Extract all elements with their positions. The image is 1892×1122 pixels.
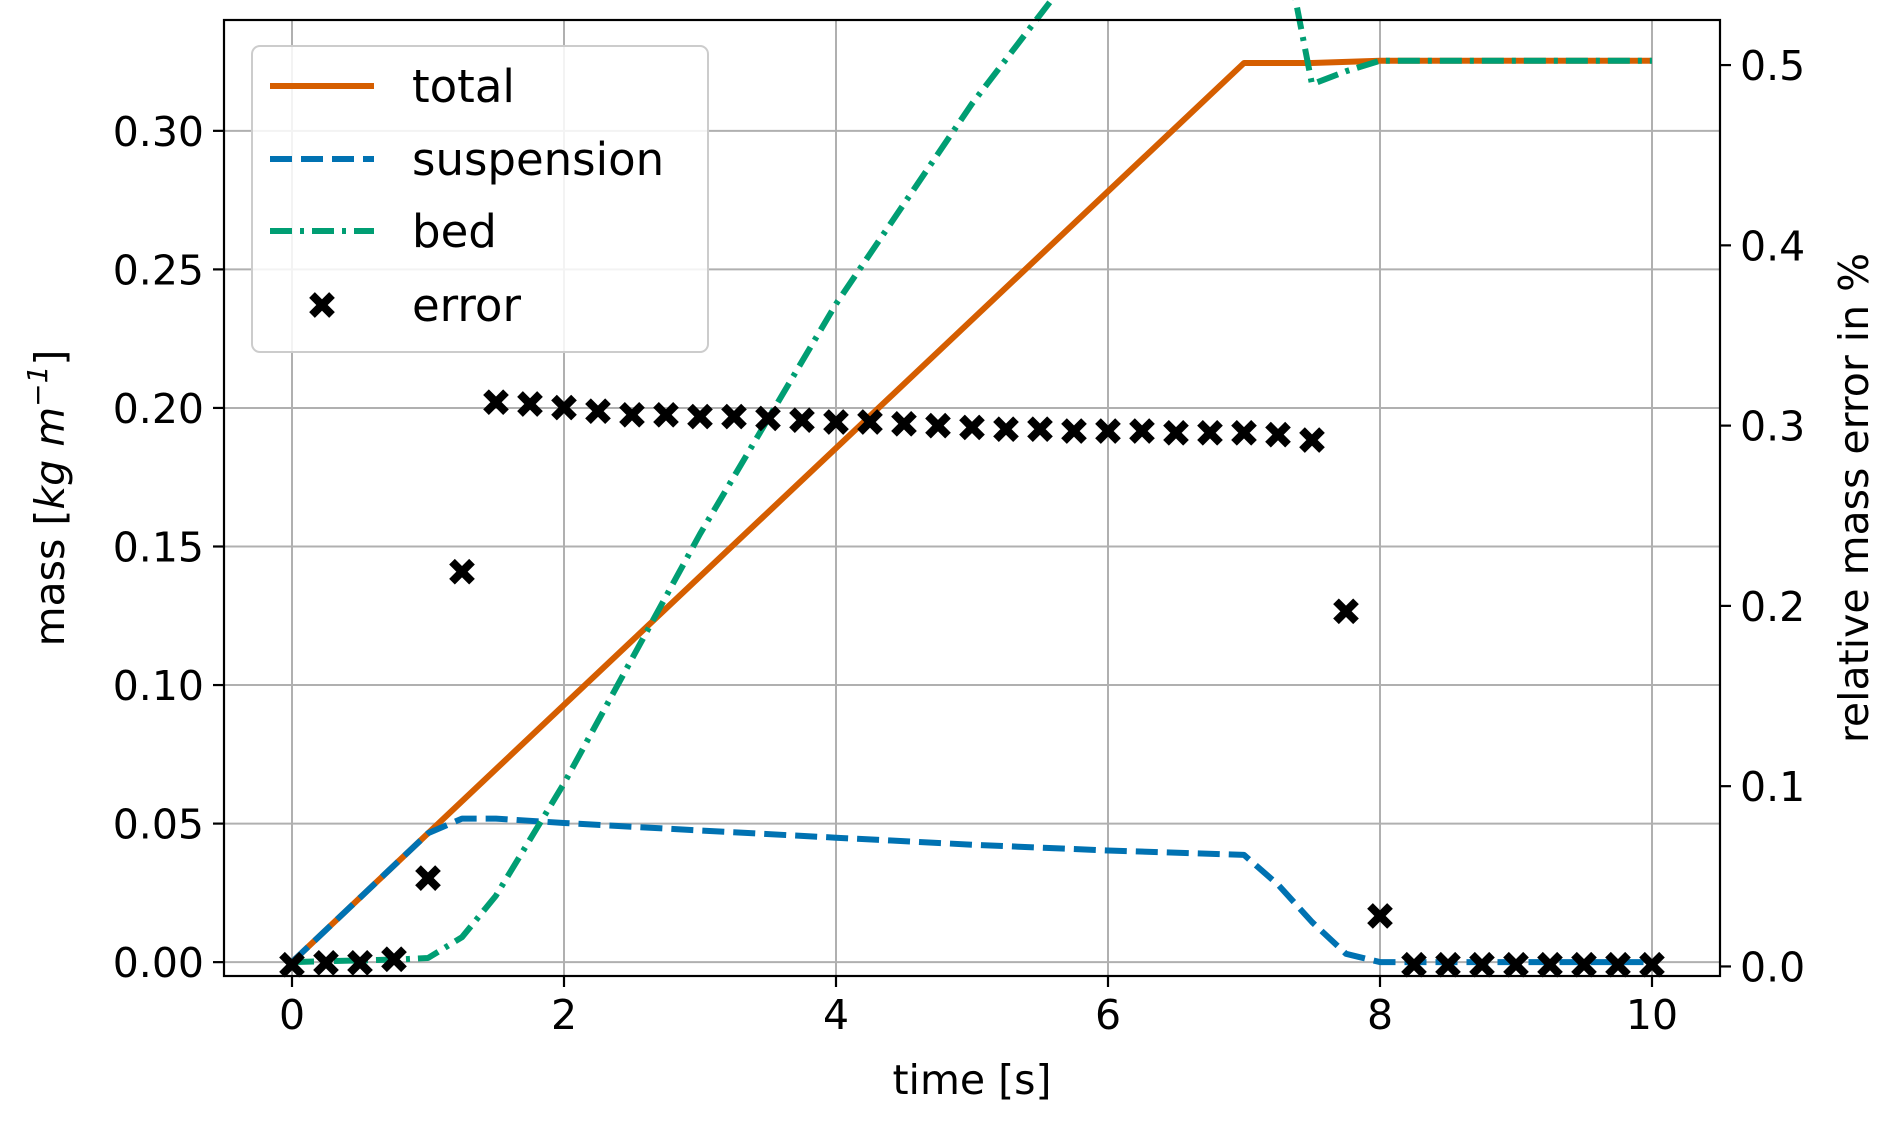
y2-tick-label: 0.3 (1740, 403, 1805, 451)
error-marker (313, 950, 339, 976)
y-axis-label-exponent: −1 (21, 366, 54, 407)
x-axis-label: time [s] (892, 1056, 1051, 1104)
y-tick-label: 0.15 (113, 523, 204, 571)
error-marker (857, 409, 883, 435)
x-tick-label: 2 (551, 991, 577, 1039)
legend-suspension-label: suspension (412, 133, 664, 186)
error-marker (1231, 420, 1257, 446)
legend-bed-label: bed (412, 205, 497, 258)
bed-line (291, 0, 1652, 966)
error-marker (449, 558, 475, 585)
error-marker (1197, 420, 1223, 446)
y-tick-label: 0.20 (113, 385, 204, 433)
x-tick-label: 4 (823, 991, 849, 1039)
error-marker (551, 394, 577, 421)
error-marker (1401, 951, 1427, 978)
error-marker (1163, 420, 1189, 446)
error-marker (1435, 951, 1461, 978)
x-tick-label: 8 (1367, 991, 1393, 1039)
y2-tick-label: 0.5 (1740, 42, 1805, 90)
error-marker (1503, 951, 1529, 978)
axes: 0 2 4 6 8 10 0.00 0.05 0.10 0.15 0.20 0.25 0.30 0.0 0.… (113, 42, 1806, 1039)
y2-tick-label: 0.0 (1740, 943, 1805, 991)
error-marker (1027, 416, 1053, 443)
suspension-line (289, 815, 1652, 966)
error-marker (1537, 951, 1563, 978)
error-marker (619, 401, 645, 428)
error-marker (755, 405, 781, 432)
legend-error-label: error (412, 279, 521, 332)
plot-area (279, 0, 1665, 978)
legend: total suspension bed error (251, 45, 709, 353)
y2-tick-label: 0.4 (1740, 222, 1805, 270)
x-tick-label: 10 (1626, 991, 1678, 1039)
error-marker (1367, 903, 1393, 929)
error-marker (959, 414, 985, 441)
y-axis-label: mass [kg m−1] (21, 350, 74, 647)
error-marker (1571, 951, 1597, 978)
x-tick-label: 6 (1095, 991, 1121, 1039)
error-marker (687, 403, 713, 430)
error-marker (347, 950, 373, 976)
y-tick-label: 0.25 (113, 246, 204, 294)
error-marker (483, 389, 509, 416)
x-tick-label: 0 (279, 991, 305, 1039)
y-axis-label-prefix: mass [ (26, 510, 74, 647)
y-tick-label: 0.10 (113, 662, 204, 710)
error-marker (1265, 421, 1291, 448)
error-marker (1605, 951, 1631, 978)
y-axis-label-unit: kg m (26, 407, 74, 510)
error-marker (653, 401, 679, 428)
y2-axis-label: relative mass error in % (1830, 253, 1878, 743)
error-marker (1129, 418, 1155, 444)
y-tick-label: 0.05 (113, 801, 204, 849)
legend-total-label: total (412, 60, 515, 113)
error-marker (1639, 951, 1665, 978)
legend-box (251, 45, 709, 353)
error-marker (585, 398, 611, 425)
error-marker (381, 946, 407, 973)
plot-frame (222, 18, 1722, 978)
legend-error-marker (309, 292, 335, 318)
error-marker (1061, 418, 1087, 444)
error-marker (891, 410, 917, 437)
error-marker (721, 403, 747, 430)
error-marker (1299, 427, 1325, 453)
y-axis-label-suffix: ] (26, 350, 74, 366)
error-marker (1469, 951, 1495, 978)
error-marker (789, 407, 815, 434)
y2-tick-label: 0.1 (1740, 763, 1805, 811)
error-marker (415, 865, 441, 891)
error-marker (823, 409, 849, 435)
y-tick-label: 0.30 (113, 108, 204, 156)
y2-tick-label: 0.2 (1740, 583, 1805, 631)
error-marker (925, 412, 951, 439)
error-marker (279, 951, 305, 978)
error-marker (1095, 418, 1121, 444)
error-markers (279, 389, 1665, 978)
error-marker (1333, 598, 1359, 625)
error-marker (993, 416, 1019, 443)
error-marker (517, 391, 543, 417)
y-tick-label: 0.00 (113, 939, 204, 987)
